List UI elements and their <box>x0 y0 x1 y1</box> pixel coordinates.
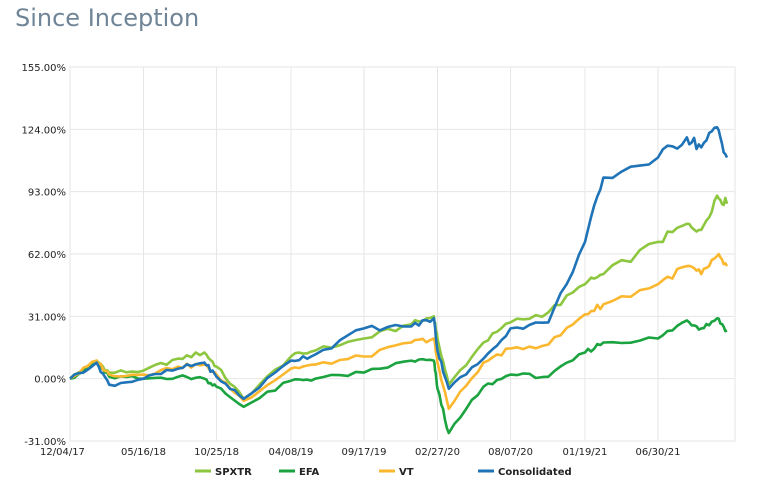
series-line-consolidated <box>69 126 729 401</box>
y-tick-label: -31.00% <box>24 437 66 448</box>
y-axis-ticks: 155.00% 124.00% 93.00% 62.00% 31.00% 0.00% -31… <box>22 63 67 448</box>
x-axis-ticks: 12/04/17 05/16/18 10/25/18 04/08/19 09/17/19… <box>40 447 680 458</box>
x-tick-label: 12/04/17 <box>40 447 85 458</box>
series-layer <box>69 126 729 435</box>
series-line-efa <box>69 317 728 435</box>
x-tick-label: 02/27/20 <box>415 447 460 458</box>
legend: SPXTR EFA VT Consolidated <box>195 467 572 478</box>
y-tick-label: 31.00% <box>28 312 66 323</box>
series-line-vt <box>69 252 729 411</box>
x-tick-label: 08/07/20 <box>488 447 533 458</box>
legend-label: EFA <box>299 467 320 478</box>
x-tick-label: 09/17/19 <box>342 447 387 458</box>
x-tick-label: 10/25/18 <box>194 447 239 458</box>
legend-label: SPXTR <box>215 467 252 478</box>
y-tick-label: 155.00% <box>22 63 67 74</box>
x-tick-label: 04/08/19 <box>268 447 313 458</box>
plot-border <box>69 66 736 442</box>
x-tick-label: 05/16/18 <box>121 447 166 458</box>
y-tick-label: 62.00% <box>28 250 66 261</box>
chart-title: Since Inception <box>15 4 200 32</box>
y-tick-label: 93.00% <box>28 188 66 199</box>
legend-label: VT <box>399 467 414 478</box>
series-line-spxtr <box>69 194 729 401</box>
x-tick-label: 01/19/21 <box>562 447 607 458</box>
legend-label: Consolidated <box>498 467 572 478</box>
y-tick-label: 0.00% <box>34 375 66 386</box>
x-tick-label: 06/30/21 <box>636 447 681 458</box>
grid-layer <box>69 66 736 442</box>
y-tick-label: 124.00% <box>22 125 67 136</box>
